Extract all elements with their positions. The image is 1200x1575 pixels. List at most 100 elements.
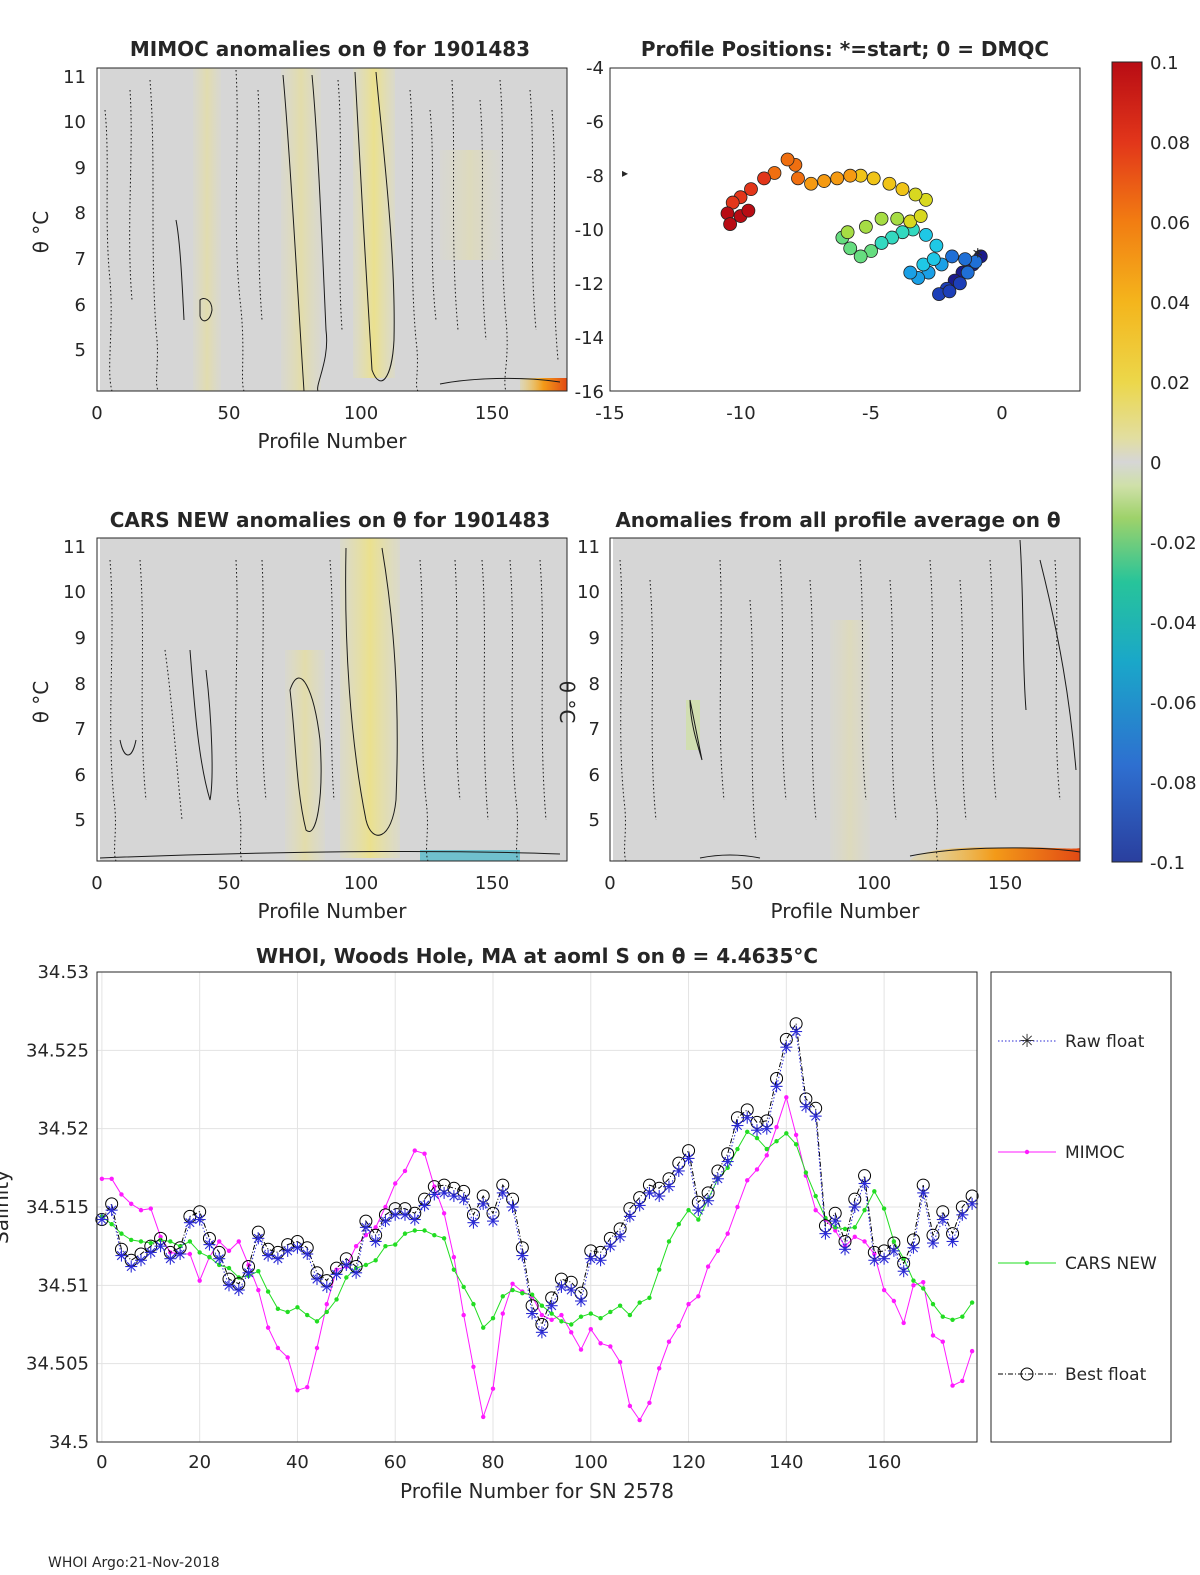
data-point-cars-new bbox=[647, 1295, 652, 1301]
allavg-anomaly-panel: Anomalies from all profile average on θ bbox=[555, 508, 1081, 923]
data-point-raw-float bbox=[868, 1254, 881, 1267]
position-point bbox=[843, 168, 858, 183]
data-point-raw-float bbox=[174, 1248, 187, 1260]
data-point-raw-float bbox=[751, 1124, 763, 1137]
cars-xtick: 150 bbox=[475, 873, 509, 894]
data-point-mimoc bbox=[393, 1181, 398, 1186]
allavg-ytick: 10 bbox=[577, 582, 600, 603]
data-point-raw-float bbox=[183, 1216, 196, 1229]
data-point-cars-new bbox=[324, 1309, 329, 1315]
data-point-raw-float bbox=[359, 1221, 372, 1234]
data-point-mimoc bbox=[217, 1239, 222, 1244]
salinity-xtick: 100 bbox=[574, 1452, 608, 1473]
positions-ytick: -4 bbox=[586, 58, 604, 79]
data-point-mimoc bbox=[471, 1364, 476, 1370]
allavg-xtick: 150 bbox=[988, 873, 1022, 894]
data-point-cars-new bbox=[842, 1226, 848, 1232]
data-point-raw-float bbox=[262, 1249, 275, 1262]
data-point-cars-new bbox=[226, 1265, 232, 1271]
data-point-cars-new bbox=[158, 1237, 163, 1243]
data-point-raw-float bbox=[389, 1208, 402, 1221]
colorbar-tick: -0.1 bbox=[1150, 853, 1185, 874]
cars-cold-patch bbox=[420, 850, 520, 861]
legend-label-mimoc: MIMOC bbox=[1065, 1143, 1125, 1163]
data-point-cars-new bbox=[891, 1239, 897, 1244]
data-point-mimoc bbox=[813, 1207, 818, 1213]
data-point-cars-new bbox=[627, 1312, 633, 1318]
data-point-mimoc bbox=[559, 1312, 564, 1318]
data-point-cars-new bbox=[275, 1306, 281, 1312]
mimoc-ytick: 9 bbox=[75, 158, 86, 179]
position-point bbox=[903, 265, 918, 280]
start-star-icon: * bbox=[973, 244, 983, 268]
allavg-ytick: 8 bbox=[589, 674, 600, 695]
allavg-ytick: 6 bbox=[589, 765, 600, 786]
legend-label-raw-float: Raw float bbox=[1065, 1032, 1145, 1052]
salinity-xtick: 20 bbox=[188, 1452, 211, 1473]
position-point bbox=[874, 236, 889, 250]
data-point-mimoc bbox=[608, 1344, 613, 1349]
data-point-raw-float bbox=[252, 1232, 265, 1245]
mimoc-xtick: 100 bbox=[344, 403, 378, 424]
data-point-mimoc bbox=[852, 1234, 857, 1239]
cars-ytick: 10 bbox=[63, 582, 86, 603]
mimoc-xtick: 50 bbox=[218, 403, 241, 424]
data-point-mimoc bbox=[187, 1251, 193, 1257]
data-point-mimoc bbox=[119, 1192, 124, 1197]
data-point-raw-float bbox=[839, 1243, 851, 1256]
data-point-raw-float bbox=[379, 1215, 392, 1228]
cars-ytick: 9 bbox=[75, 628, 86, 649]
data-point-mimoc bbox=[764, 1153, 769, 1158]
data-point-mimoc bbox=[578, 1347, 584, 1352]
data-point-cars-new bbox=[578, 1314, 584, 1319]
cars-xtick: 100 bbox=[344, 873, 378, 894]
data-point-raw-float bbox=[281, 1244, 294, 1257]
data-point-raw-float bbox=[164, 1252, 177, 1265]
data-point-mimoc bbox=[275, 1345, 281, 1351]
colorbar-tick: 0 bbox=[1150, 453, 1161, 474]
data-point-raw-float bbox=[848, 1201, 861, 1213]
data-point-raw-float bbox=[301, 1248, 314, 1260]
data-point-raw-float bbox=[731, 1119, 744, 1132]
mimoc-anomaly-band bbox=[353, 68, 395, 378]
data-point-raw-float bbox=[927, 1237, 939, 1250]
data-point-raw-float bbox=[682, 1152, 695, 1165]
data-point-cars-new bbox=[637, 1300, 642, 1305]
data-point-mimoc bbox=[754, 1167, 760, 1172]
positions-ytick: -14 bbox=[575, 328, 604, 349]
mimoc-contours bbox=[175, 71, 561, 392]
data-point-cars-new bbox=[314, 1319, 320, 1324]
data-point-raw-float bbox=[829, 1215, 842, 1228]
data-point-mimoc bbox=[793, 1132, 799, 1138]
data-point-raw-float bbox=[535, 1326, 548, 1339]
allavg-contours bbox=[689, 539, 1081, 859]
data-point-cars-new bbox=[129, 1237, 134, 1243]
salinity-xtick: 160 bbox=[867, 1452, 901, 1473]
data-point-mimoc bbox=[930, 1333, 936, 1338]
data-point-cars-new bbox=[657, 1267, 662, 1272]
data-point-mimoc bbox=[969, 1348, 975, 1354]
positions-ytick: -16 bbox=[575, 382, 604, 403]
data-point-mimoc bbox=[236, 1239, 241, 1244]
positions-ytick: -6 bbox=[586, 112, 604, 133]
salinity-axes-box bbox=[96, 971, 978, 1443]
colorbar-tick: -0.02 bbox=[1150, 533, 1197, 554]
data-point-mimoc bbox=[265, 1325, 271, 1330]
cars-x-ticks: 0 50 100 150 bbox=[91, 873, 509, 894]
data-point-cars-new bbox=[969, 1300, 975, 1305]
data-point-cars-new bbox=[207, 1254, 212, 1260]
data-point-mimoc bbox=[921, 1280, 926, 1285]
mimoc-ytick: 7 bbox=[75, 249, 86, 270]
data-point-cars-new bbox=[481, 1325, 486, 1330]
data-point-cars-new bbox=[461, 1284, 466, 1290]
salinity-ytick: 34.505 bbox=[26, 1354, 89, 1375]
data-point-cars-new bbox=[393, 1242, 398, 1247]
data-point-cars-new bbox=[598, 1316, 603, 1321]
legend-label-best-float: Best float bbox=[1065, 1365, 1147, 1385]
position-point bbox=[882, 176, 897, 191]
data-point-cars-new bbox=[881, 1206, 887, 1211]
salinity-xtick: 0 bbox=[96, 1452, 107, 1473]
data-point-cars-new bbox=[803, 1170, 809, 1175]
mimoc-x-ticks: 0 50 100 150 bbox=[91, 403, 509, 424]
salinity-y-ticks: 34.5 34.505 34.51 34.515 34.52 34.525 34.53 bbox=[26, 962, 89, 1453]
